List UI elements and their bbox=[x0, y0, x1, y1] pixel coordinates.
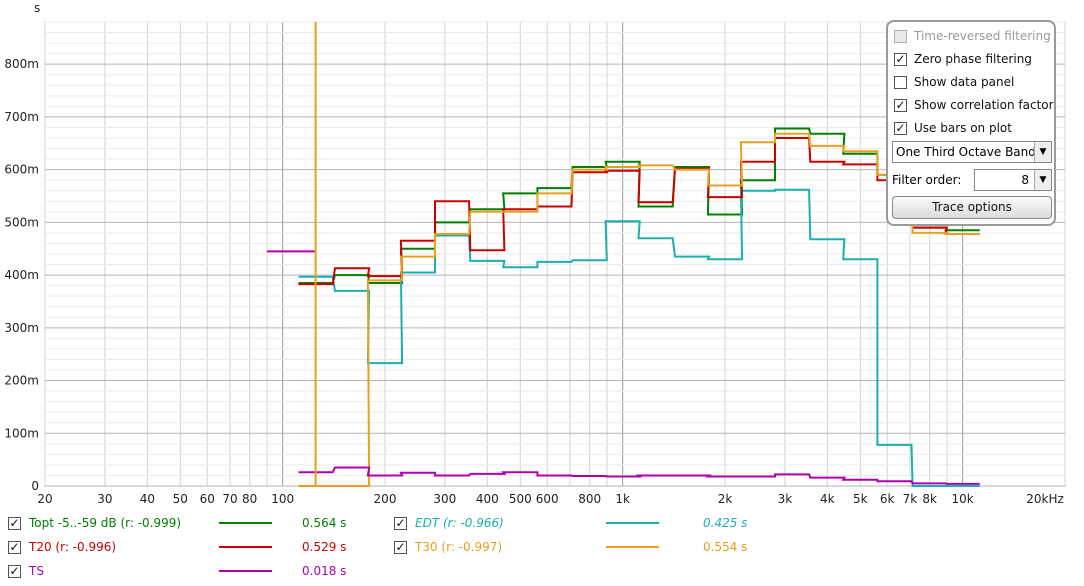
legend-label-ts: TS bbox=[29, 564, 44, 578]
legend-swatch-t20 bbox=[219, 546, 272, 548]
series-group bbox=[267, 22, 980, 487]
x-tick-label: 6k bbox=[880, 492, 895, 506]
x-tick-label: 500 bbox=[509, 492, 532, 506]
check-icon: ✓ bbox=[394, 515, 407, 530]
check-icon: ✓ bbox=[8, 539, 21, 554]
y-tick-label: 500m bbox=[4, 215, 39, 229]
legend-label-topt: Topt -5..-59 dB (r: -0.999) bbox=[29, 516, 182, 530]
y-tick-label: 700m bbox=[4, 110, 39, 124]
legend-swatch-t30 bbox=[606, 546, 659, 548]
x-tick-label: 300 bbox=[433, 492, 456, 506]
x-axis-ticks: 20 30 40 50 60 70 80 100 200 300 400 500 600 800 1k 2k 3… bbox=[37, 492, 1063, 506]
check-icon: ✓ bbox=[894, 51, 907, 66]
x-tick-label: 8k bbox=[922, 492, 937, 506]
x-tick-label: 100 bbox=[271, 492, 294, 506]
legend-value-edt: 0.425 s bbox=[703, 516, 748, 530]
check-icon: ✓ bbox=[8, 515, 21, 530]
y-tick-label: 600m bbox=[4, 163, 39, 177]
y-tick-label: 0 bbox=[31, 479, 39, 493]
legend-label-edt: EDT (r: -0.966) bbox=[415, 516, 504, 530]
x-tick-label: 1k bbox=[615, 492, 630, 506]
legend-item-ts[interactable]: ✓ TS bbox=[8, 562, 44, 580]
checkbox-box bbox=[894, 75, 907, 89]
show-correlation-label: Show correlation factor bbox=[914, 98, 1054, 112]
legend-label-t20: T20 (r: -0.996) bbox=[29, 540, 117, 554]
legend-item-t20[interactable]: ✓ T20 (r: -0.996) bbox=[8, 538, 116, 556]
legend-swatch-edt bbox=[606, 522, 659, 524]
show-data-panel-checkbox[interactable]: Show data panel bbox=[894, 73, 1014, 91]
x-tick-label: 10k bbox=[952, 492, 974, 506]
x-tick-label: 50 bbox=[173, 492, 188, 506]
x-tick-label: 3k bbox=[778, 492, 793, 506]
legend-value-t20: 0.529 s bbox=[302, 540, 347, 554]
legend-value-t30: 0.554 s bbox=[703, 540, 748, 554]
x-tick-label: 600 bbox=[536, 492, 559, 506]
filter-order-value: 8 bbox=[1021, 173, 1029, 187]
legend-swatch-ts bbox=[219, 570, 272, 572]
legend-swatch-topt bbox=[219, 522, 272, 524]
show-correlation-checkbox[interactable]: ✓ Show correlation factor bbox=[894, 96, 1054, 114]
trace-options-button[interactable]: Trace options bbox=[892, 196, 1052, 219]
x-tick-label: 5k bbox=[853, 492, 868, 506]
filter-order-label: Filter order: bbox=[892, 173, 962, 187]
y-tick-label: 100m bbox=[4, 426, 39, 440]
use-bars-label: Use bars on plot bbox=[914, 121, 1012, 135]
series-line-ts bbox=[298, 466, 980, 485]
y-unit-label: s bbox=[34, 1, 40, 15]
x-tick-label: 4k bbox=[820, 492, 835, 506]
legend-label-t30: T30 (r: -0.997) bbox=[415, 540, 503, 554]
legend-item-topt[interactable]: ✓ Topt -5..-59 dB (r: -0.999) bbox=[8, 514, 181, 532]
x-tick-label: 800 bbox=[578, 492, 601, 506]
x-tick-label: 400 bbox=[476, 492, 499, 506]
series-line-t30 bbox=[298, 132, 980, 487]
series-line-t20 bbox=[298, 137, 980, 286]
chevron-down-icon: ▼ bbox=[1034, 142, 1051, 162]
check-icon: ✓ bbox=[394, 539, 407, 554]
x-tick-label: 60 bbox=[200, 492, 215, 506]
chevron-down-icon: ▼ bbox=[1034, 170, 1051, 190]
y-tick-label: 200m bbox=[4, 374, 39, 388]
x-tick-label: 200 bbox=[374, 492, 397, 506]
legend-item-t30[interactable]: ✓ T30 (r: -0.997) bbox=[394, 538, 502, 556]
series-line-edt bbox=[298, 188, 980, 487]
check-icon: ✓ bbox=[894, 97, 907, 112]
time-reversed-label: Time-reversed filtering bbox=[914, 29, 1051, 43]
x-tick-label: 30 bbox=[97, 492, 112, 506]
legend-item-edt[interactable]: ✓ EDT (r: -0.966) bbox=[394, 514, 504, 532]
legend-value-ts: 0.018 s bbox=[302, 564, 347, 578]
x-tick-label: 20kHz bbox=[1026, 492, 1064, 506]
zero-phase-checkbox[interactable]: ✓ Zero phase filtering bbox=[894, 50, 1032, 68]
y-tick-label: 300m bbox=[4, 321, 39, 335]
use-bars-checkbox[interactable]: ✓ Use bars on plot bbox=[894, 119, 1012, 137]
zero-phase-label: Zero phase filtering bbox=[914, 52, 1032, 66]
checkbox-box bbox=[894, 29, 907, 43]
x-tick-label: 20 bbox=[37, 492, 52, 506]
x-tick-label: 40 bbox=[140, 492, 155, 506]
band-select[interactable]: One Third Octave Bands ▼ bbox=[892, 141, 1052, 163]
filter-options-panel: Time-reversed filtering ✓ Zero phase fil… bbox=[886, 20, 1056, 226]
filter-order-select[interactable]: 8 ▼ bbox=[974, 169, 1052, 191]
band-select-value: One Third Octave Bands bbox=[896, 145, 1043, 159]
x-tick-label: 80 bbox=[242, 492, 257, 506]
x-tick-label: 7k bbox=[903, 492, 918, 506]
x-tick-label: 2k bbox=[718, 492, 733, 506]
y-tick-label: 400m bbox=[4, 268, 39, 282]
show-data-panel-label: Show data panel bbox=[914, 75, 1015, 89]
time-reversed-checkbox[interactable]: Time-reversed filtering bbox=[894, 27, 1051, 45]
legend-value-topt: 0.564 s bbox=[302, 516, 347, 530]
check-icon: ✓ bbox=[8, 563, 21, 578]
x-tick-label: 70 bbox=[222, 492, 237, 506]
check-icon: ✓ bbox=[894, 120, 907, 135]
y-axis-ticks: 0 100m 200m 300m 400m 500m 600m 700m 800m bbox=[4, 57, 39, 493]
y-tick-label: 800m bbox=[4, 57, 39, 71]
